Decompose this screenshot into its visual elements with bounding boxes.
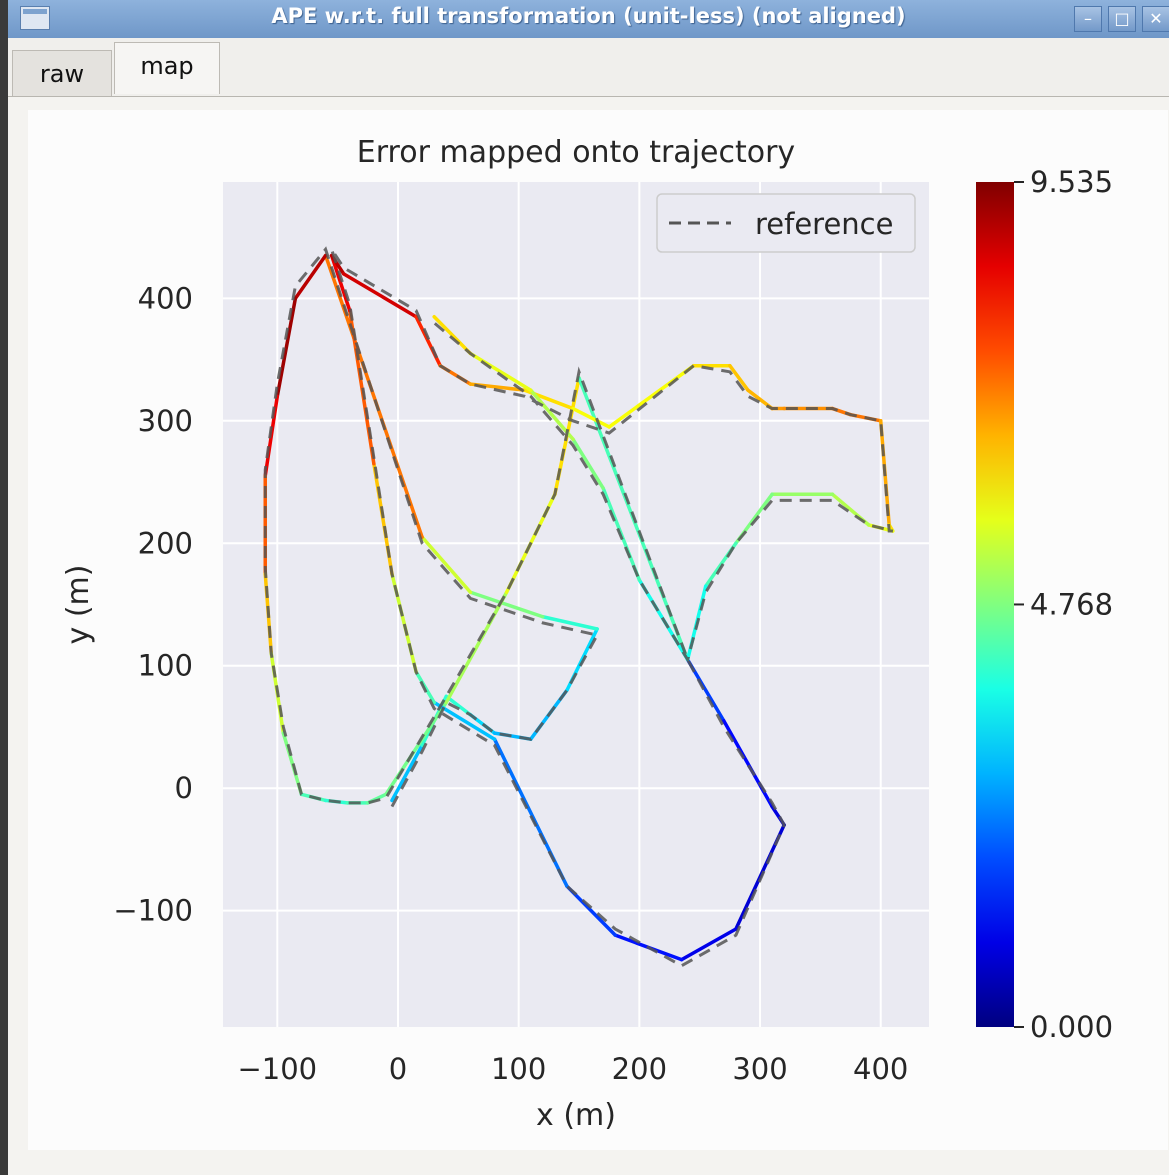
y-axis-label: y (m) xyxy=(61,565,96,645)
x-axis-label: x (m) xyxy=(536,1098,616,1133)
window-title: APE w.r.t. full transformation (unit-les… xyxy=(271,4,906,28)
trajectory-segment xyxy=(420,535,473,595)
trajectory-segment xyxy=(571,406,611,429)
colorbar-tick-label: 9.535 xyxy=(1030,165,1113,199)
x-tick-label: 400 xyxy=(853,1052,908,1086)
chart-title: Error mapped onto trajectory xyxy=(357,135,795,170)
trajectory-segment xyxy=(323,253,424,539)
trajectory-segment xyxy=(275,296,298,399)
colorbar-tick-label: 4.768 xyxy=(1030,587,1113,621)
trajectory-segment xyxy=(571,437,605,490)
trajectory-segment xyxy=(444,694,473,717)
trajectory-segment xyxy=(541,614,599,631)
y-tick-label: 400 xyxy=(138,281,193,315)
trajectory-segment xyxy=(468,590,545,619)
x-tick-label: −100 xyxy=(237,1052,317,1086)
x-tick-label: 100 xyxy=(491,1052,546,1086)
trajectory-segment xyxy=(728,363,750,392)
app-window-icon[interactable] xyxy=(20,6,50,30)
close-icon[interactable]: ✕ xyxy=(1142,6,1169,32)
y-tick-label: 200 xyxy=(138,526,193,560)
y-tick-label: 100 xyxy=(138,649,193,683)
trajectory-segment xyxy=(329,253,352,313)
colorbar xyxy=(976,182,1014,1027)
tab-bar: raw map xyxy=(8,38,1169,97)
y-tick-label: 0 xyxy=(175,771,193,805)
trajectory-plot: Error mapped onto trajectory −100 0 100 200 3… xyxy=(61,135,1113,1133)
series-group xyxy=(263,246,895,968)
maximize-icon[interactable]: □ xyxy=(1108,6,1136,32)
trajectory-segment xyxy=(679,927,738,962)
trajectory-segment xyxy=(468,351,533,392)
trajectory-segment xyxy=(432,314,473,356)
figure-canvas: Error mapped onto trajectory −100 0 100 200 3… xyxy=(28,110,1168,1150)
trajectory-segment xyxy=(293,253,328,301)
reference-line xyxy=(263,246,894,968)
legend-reference-label: reference xyxy=(755,207,893,241)
trajectory-segment xyxy=(390,743,424,803)
plot-area xyxy=(223,182,929,1027)
tab-raw[interactable]: raw xyxy=(12,50,112,96)
legend-box xyxy=(656,193,916,253)
trajectory-segment xyxy=(444,590,509,705)
tab-map[interactable]: map xyxy=(114,42,220,94)
x-tick-label: 300 xyxy=(732,1052,787,1086)
title-bar[interactable]: APE w.r.t. full transformation (unit-les… xyxy=(8,0,1169,39)
y-tick-label: 300 xyxy=(138,404,193,438)
trajectory-segment xyxy=(384,700,449,797)
minimize-icon[interactable]: – xyxy=(1074,6,1102,32)
x-tick-label: 0 xyxy=(389,1052,407,1086)
trajectory-segment xyxy=(341,272,418,319)
colorbar-tick-label: 0.000 xyxy=(1030,1010,1113,1044)
trajectory-segment xyxy=(607,363,696,429)
y-tick-label: −100 xyxy=(113,894,193,928)
x-tick-label: 200 xyxy=(612,1052,667,1086)
